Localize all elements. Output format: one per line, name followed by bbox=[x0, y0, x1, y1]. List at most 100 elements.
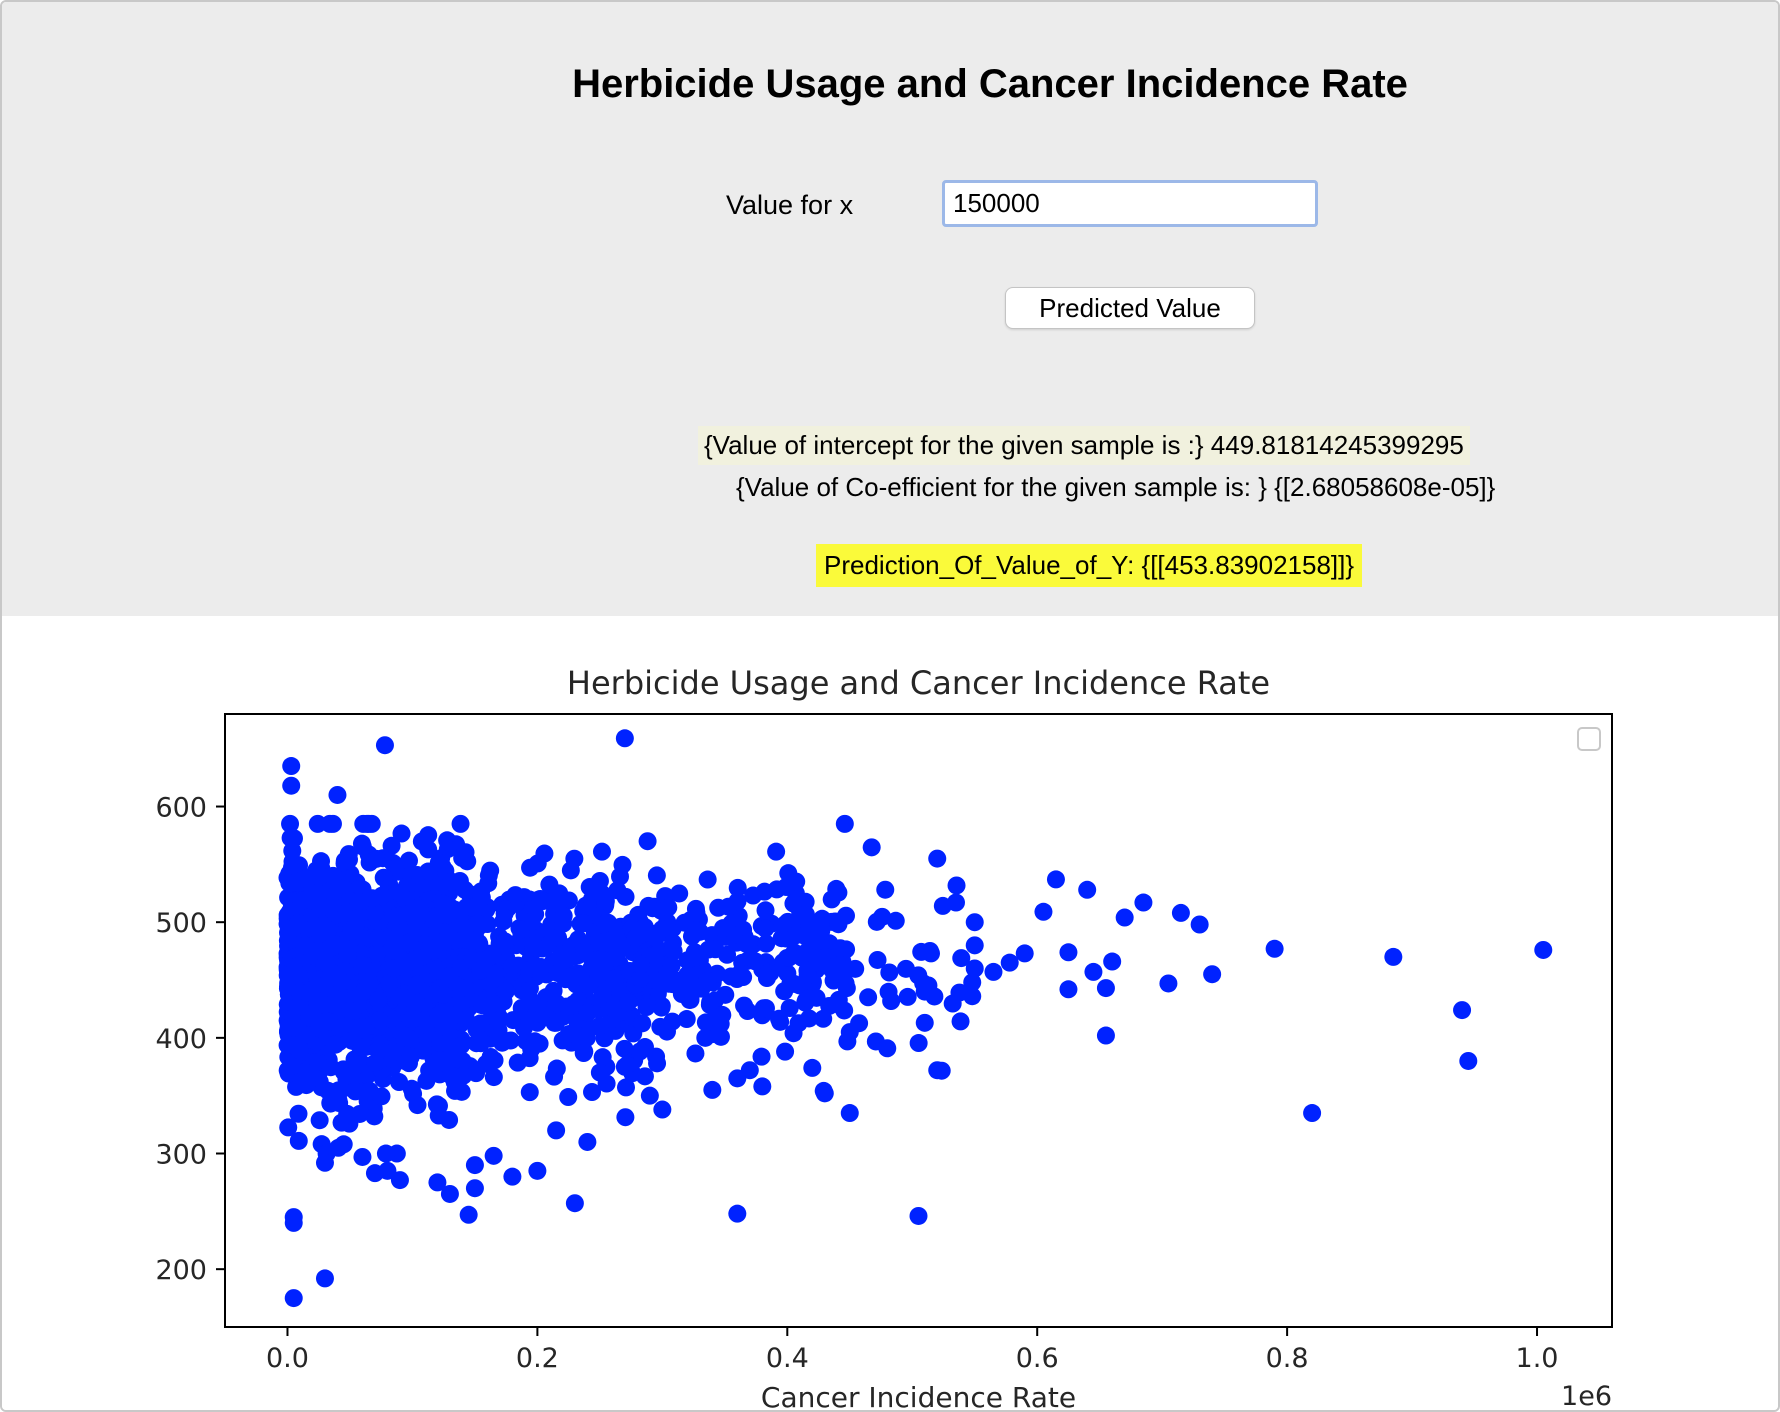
data-point bbox=[876, 880, 895, 899]
data-point bbox=[756, 919, 775, 938]
data-point bbox=[862, 838, 881, 857]
data-point bbox=[596, 915, 615, 934]
x-value-input[interactable] bbox=[942, 180, 1318, 227]
data-point bbox=[556, 970, 575, 989]
data-point bbox=[450, 871, 469, 890]
data-point bbox=[631, 1042, 650, 1061]
data-point bbox=[282, 757, 301, 776]
data-point bbox=[882, 992, 901, 1011]
data-point bbox=[565, 1194, 584, 1213]
data-point bbox=[440, 1110, 459, 1129]
data-point bbox=[326, 1035, 345, 1054]
data-point bbox=[947, 876, 966, 895]
data-point bbox=[397, 877, 416, 896]
data-point bbox=[399, 851, 418, 870]
data-point bbox=[439, 905, 458, 924]
data-point bbox=[354, 814, 373, 833]
data-point bbox=[390, 1171, 409, 1190]
data-point bbox=[530, 1010, 549, 1029]
data-point bbox=[535, 844, 554, 863]
y-tick-label: 300 bbox=[155, 1140, 207, 1171]
data-point bbox=[565, 849, 584, 868]
data-point bbox=[811, 916, 830, 935]
data-point bbox=[677, 1010, 696, 1029]
data-point bbox=[564, 995, 583, 1014]
data-point bbox=[419, 826, 438, 845]
data-point bbox=[616, 1078, 635, 1097]
predicted-value-button[interactable]: Predicted Value bbox=[1005, 287, 1255, 329]
data-point bbox=[591, 950, 610, 969]
data-point bbox=[481, 1047, 500, 1066]
data-point bbox=[1303, 1104, 1322, 1123]
data-point bbox=[396, 890, 415, 909]
data-point bbox=[696, 1028, 715, 1047]
data-point bbox=[369, 1041, 388, 1060]
data-point bbox=[310, 868, 329, 887]
data-point bbox=[429, 1009, 448, 1028]
data-point bbox=[287, 998, 306, 1017]
data-point bbox=[859, 988, 878, 1007]
data-point bbox=[451, 814, 470, 833]
data-point bbox=[496, 982, 515, 1001]
data-point bbox=[686, 1044, 705, 1063]
data-point bbox=[549, 894, 568, 913]
data-point bbox=[590, 1016, 609, 1035]
x-tick-label: 0.8 bbox=[1266, 1343, 1309, 1374]
data-point bbox=[553, 1031, 572, 1050]
data-point bbox=[738, 1001, 757, 1020]
data-point bbox=[501, 1031, 520, 1050]
data-point bbox=[353, 837, 372, 856]
x-axis-label: Cancer Incidence Rate bbox=[761, 1381, 1076, 1412]
x-tick-label: 0.2 bbox=[516, 1343, 559, 1374]
data-point bbox=[753, 1077, 772, 1096]
data-point bbox=[494, 912, 513, 931]
data-point bbox=[520, 1083, 539, 1102]
data-point bbox=[593, 1048, 612, 1067]
data-point bbox=[282, 776, 301, 795]
data-point bbox=[465, 1156, 484, 1175]
legend-box bbox=[1577, 727, 1601, 751]
data-point bbox=[840, 1023, 859, 1042]
y-tick-label: 200 bbox=[155, 1255, 207, 1286]
data-point bbox=[663, 1012, 682, 1031]
data-point bbox=[463, 932, 482, 951]
data-point bbox=[545, 1067, 564, 1086]
data-point bbox=[681, 990, 700, 1009]
data-point bbox=[835, 814, 854, 833]
data-point bbox=[559, 1088, 578, 1107]
data-point bbox=[380, 974, 399, 993]
data-point bbox=[1384, 947, 1403, 966]
data-point bbox=[1096, 1026, 1115, 1045]
data-point bbox=[465, 1179, 484, 1198]
data-point bbox=[593, 985, 612, 1004]
data-point bbox=[360, 1081, 379, 1100]
data-point bbox=[346, 909, 365, 928]
data-point bbox=[281, 814, 300, 833]
data-point bbox=[375, 736, 394, 755]
data-point bbox=[503, 957, 522, 976]
chart-title: Herbicide Usage and Cancer Incidence Rat… bbox=[567, 664, 1270, 702]
data-point bbox=[779, 948, 798, 967]
data-point bbox=[574, 1027, 593, 1046]
x-value-label: Value for x bbox=[726, 190, 854, 220]
data-point bbox=[440, 967, 459, 986]
data-point bbox=[376, 1144, 395, 1163]
data-point bbox=[310, 1111, 329, 1130]
data-point bbox=[682, 927, 701, 946]
data-point bbox=[1459, 1051, 1478, 1070]
data-point bbox=[880, 963, 899, 982]
data-point bbox=[946, 893, 965, 912]
data-point bbox=[329, 1091, 348, 1110]
data-point bbox=[846, 959, 865, 978]
data-point bbox=[363, 889, 382, 908]
data-point bbox=[384, 1043, 403, 1062]
data-point bbox=[784, 974, 803, 993]
data-point bbox=[799, 989, 818, 1008]
data-point bbox=[297, 1076, 316, 1095]
data-point bbox=[867, 912, 886, 931]
data-point bbox=[295, 936, 314, 955]
data-point bbox=[406, 953, 425, 972]
data-point bbox=[757, 969, 776, 988]
data-point bbox=[1103, 952, 1122, 971]
data-point bbox=[296, 869, 315, 888]
